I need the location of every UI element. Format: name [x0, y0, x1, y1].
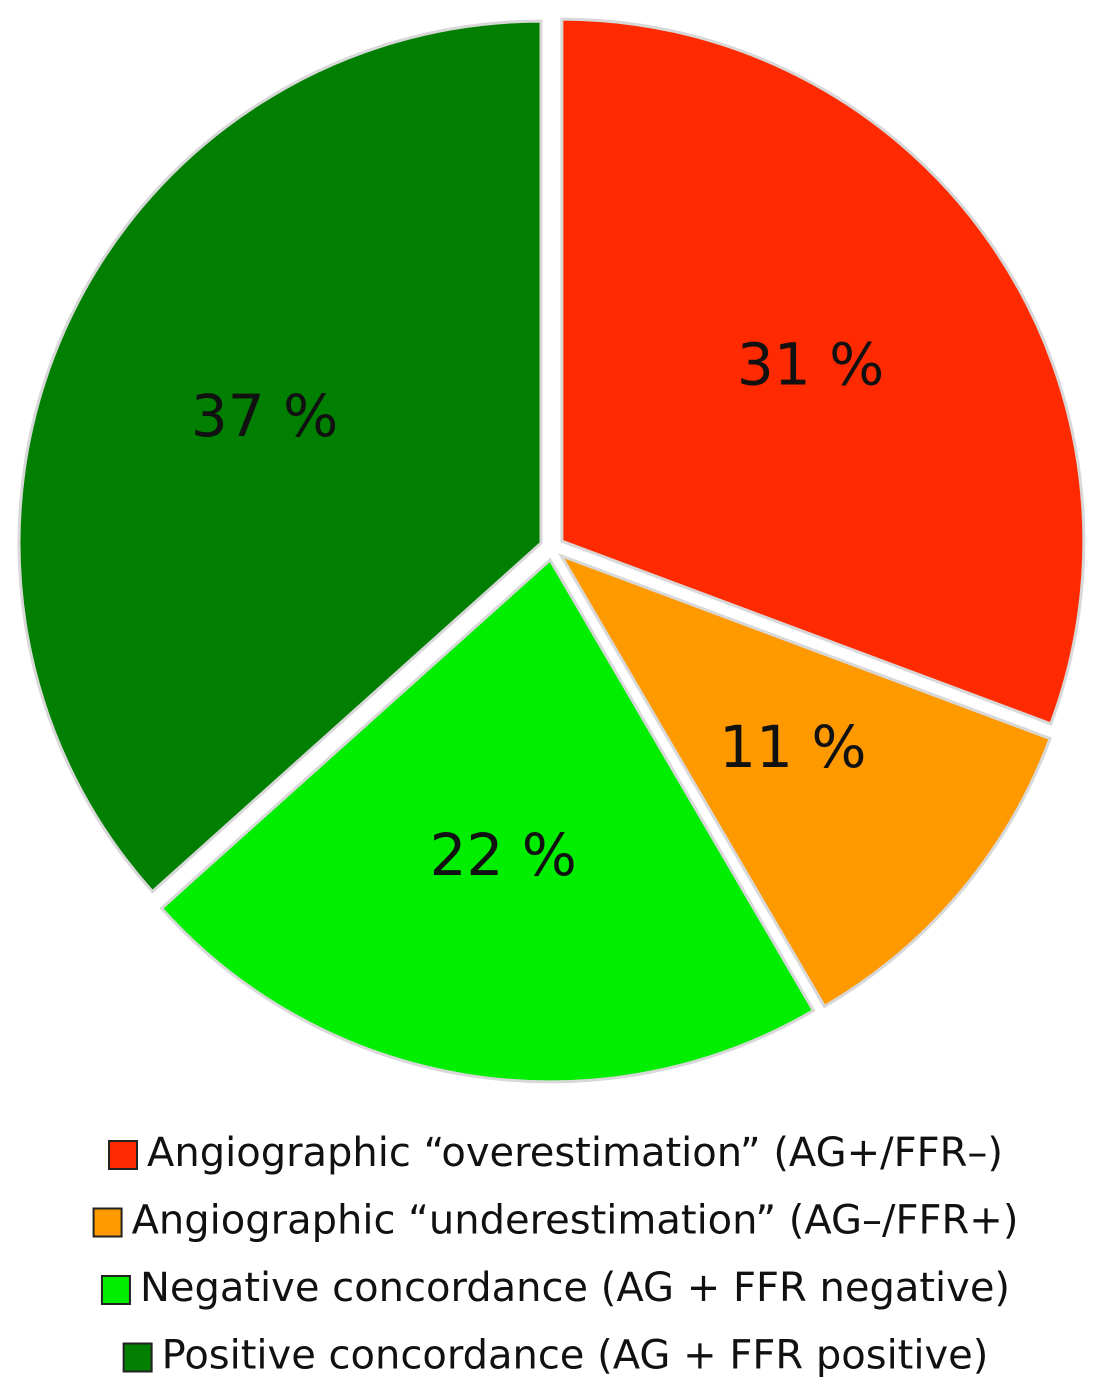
value-label: 31 % [737, 331, 884, 399]
legend-label: Angiographic “overestimation” (AG+/FFR–) [147, 1130, 1003, 1176]
pie-slice [560, 17, 1086, 726]
legend-swatch [122, 1342, 153, 1373]
value-label: 22 % [430, 821, 577, 889]
pie-slice [17, 19, 543, 894]
legend-label: Angiographic “underestimation” (AG–/FFR+… [132, 1198, 1019, 1244]
pie-slice [557, 552, 1053, 1009]
value-label: 11 % [719, 713, 866, 781]
legend-label: Positive concordance (AG + FFR positive) [162, 1333, 989, 1379]
legend-label: Negative concordance (AG + FFR negative) [140, 1265, 1010, 1311]
pie-slice [159, 557, 816, 1084]
legend-swatch [92, 1207, 123, 1238]
legend-swatch [100, 1275, 131, 1305]
value-label: 37 % [191, 382, 338, 450]
legend-swatch [108, 1140, 138, 1170]
